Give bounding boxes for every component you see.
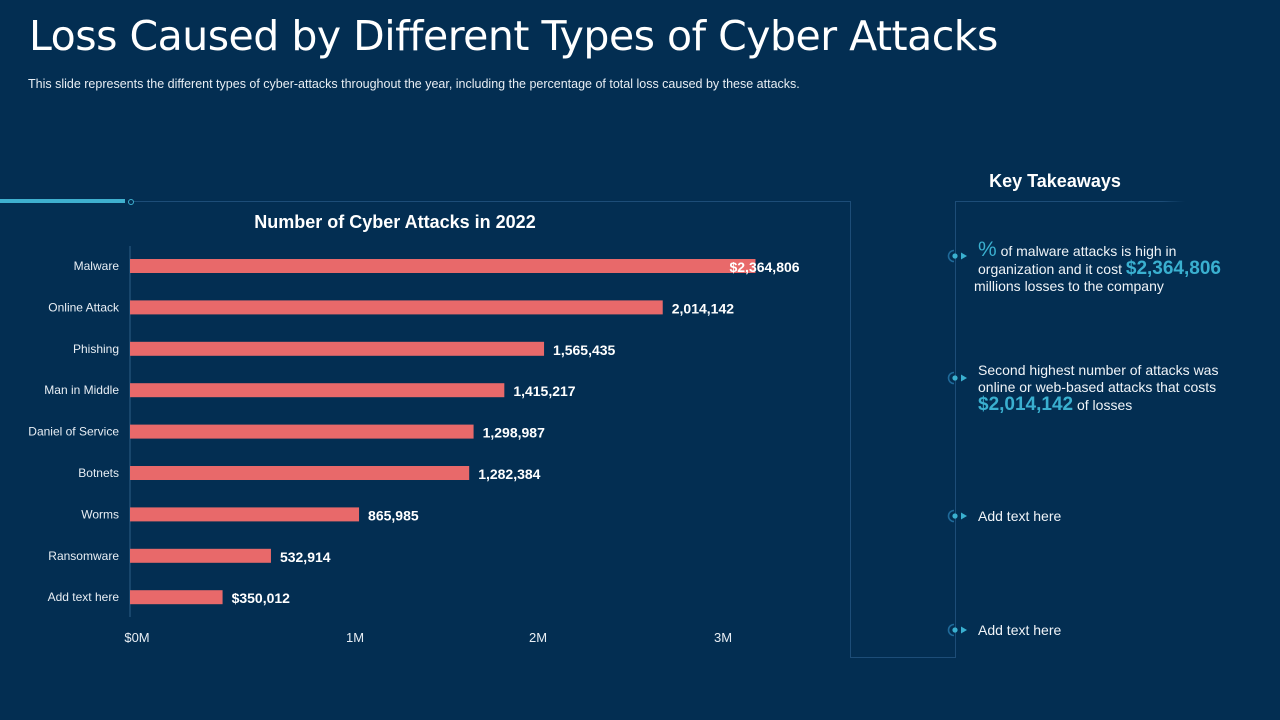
x-tick-labels-group: $0M 1M 2M 3M xyxy=(124,630,732,645)
category-label: Ransomware xyxy=(48,549,119,563)
takeaway-value: $2,014,142 xyxy=(978,394,1074,415)
bar-7 xyxy=(130,548,271,563)
bar-4 xyxy=(130,424,474,439)
data-label: 2,014,142 xyxy=(672,300,734,316)
takeaway-item-1: % of malware attacks is high in organiza… xyxy=(974,238,1248,295)
category-label: Worms xyxy=(81,507,119,521)
x-tick-label: 3M xyxy=(714,630,732,645)
takeaway-item-4: Add text here xyxy=(978,622,1248,639)
data-label: 1,282,384 xyxy=(478,466,540,482)
x-tick-label: 1M xyxy=(346,630,364,645)
bullet-target-icon xyxy=(947,371,967,385)
accent-ring-icon xyxy=(128,199,134,205)
takeaway-value: $2,364,806 xyxy=(1125,258,1221,279)
key-takeaways-title: Key Takeaways xyxy=(989,171,1121,191)
chart-frame-bottom xyxy=(850,657,956,658)
takeaway-text: Add text here xyxy=(978,508,1062,524)
takeaway-percent: % xyxy=(978,238,997,261)
category-label: Online Attack xyxy=(48,300,120,314)
bullet-target-icon xyxy=(947,623,967,637)
x-tick-label: $0M xyxy=(124,630,149,645)
category-label: Daniel of Service xyxy=(28,425,119,439)
bullet-target-icon xyxy=(947,509,967,523)
bar-6 xyxy=(130,507,360,522)
bar-1 xyxy=(130,300,663,315)
takeaway-item-2: Second highest number of attacks was onl… xyxy=(978,362,1248,414)
takeaway-text: Add text here xyxy=(978,622,1062,638)
category-labels-group: Malware Online Attack Phishing Man in Middl… xyxy=(28,259,120,604)
chart-title: Number of Cyber Attacks in 2022 xyxy=(254,212,536,232)
slide-title: Loss Caused by Different Types of Cyber … xyxy=(29,12,998,60)
takeaways-frame-top xyxy=(955,201,1185,202)
bar-2 xyxy=(130,341,545,356)
data-label: 1,565,435 xyxy=(553,342,615,358)
bars-group xyxy=(130,259,756,605)
data-label: 1,298,987 xyxy=(483,425,545,441)
x-tick-label: 2M xyxy=(529,630,547,645)
category-label: Phishing xyxy=(73,342,119,356)
data-label: 865,985 xyxy=(368,507,419,523)
slide-subtitle: This slide represents the different type… xyxy=(28,77,800,91)
data-label: 1,415,217 xyxy=(513,383,575,399)
accent-line xyxy=(0,199,125,203)
value-labels-group: $2,364,806 2,014,142 1,565,435 1,415,217 1,2… xyxy=(232,259,800,606)
category-label: Malware xyxy=(74,259,120,273)
bar-5 xyxy=(130,466,470,480)
bar-0 xyxy=(130,259,756,273)
data-label: 532,914 xyxy=(280,549,331,565)
data-label: $350,012 xyxy=(232,590,291,606)
category-label: Add text here xyxy=(48,590,120,604)
takeaway-text: millions losses to the company xyxy=(974,278,1164,294)
bar-8 xyxy=(130,590,223,605)
bar-3 xyxy=(130,383,505,398)
takeaways-frame-left xyxy=(955,201,956,658)
chart-frame-top xyxy=(134,201,850,202)
category-label: Botnets xyxy=(78,466,119,480)
bullet-target-icon xyxy=(947,249,967,263)
category-label: Man in Middle xyxy=(44,383,119,397)
takeaway-text: of losses xyxy=(1073,397,1133,413)
chart-frame-right xyxy=(850,201,851,658)
takeaway-text: of malware attacks is high in organizati… xyxy=(978,243,1177,277)
takeaway-item-3: Add text here xyxy=(978,508,1248,525)
data-label: $2,364,806 xyxy=(729,259,799,275)
takeaway-text: Second highest number of attacks was onl… xyxy=(978,362,1219,395)
